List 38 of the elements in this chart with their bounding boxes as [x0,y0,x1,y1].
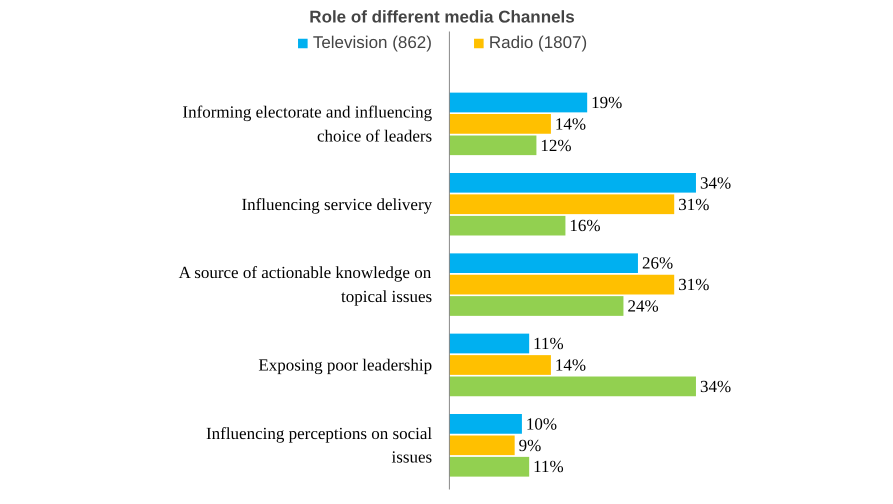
data-label: 24% [627,296,659,316]
data-label: 10% [526,414,558,434]
chart-title: Role of different media Channels [309,8,575,26]
bar [449,376,696,396]
bar [449,435,515,456]
y-tick-label: A source of actionable knowledge on topical issues [178,263,432,306]
data-label: 34% [700,376,732,396]
bar [449,172,696,193]
data-label: 9% [518,436,542,455]
data-label: 11% [533,457,564,476]
data-label: 12% [540,136,572,155]
legend-label: Radio (1807) [488,33,588,53]
data-label: 31% [678,275,710,294]
bar [449,253,638,274]
bar [449,92,588,112]
bar [449,114,551,134]
data-label: 19% [591,92,622,112]
data-label: 14% [554,355,586,374]
bar [449,216,566,236]
bar [449,355,551,375]
bar [449,194,674,214]
y-tick-label: Informing electorate and influencing choice of leaders [182,102,433,146]
bar [449,135,536,156]
y-tick-label: Influencing service delivery [241,194,433,214]
legend-label: Television (862) [312,33,432,53]
bar [449,456,530,477]
bar [449,274,674,294]
y-tick-label: Influencing perceptions on social issues [206,424,432,467]
y-tick-label: Exposing poor leadership [258,355,432,374]
data-label: 14% [554,114,586,134]
data-label: 31% [678,194,710,214]
bar [449,334,530,354]
bar [449,414,522,434]
bar [449,296,624,316]
data-label: 34% [700,173,732,192]
data-label: 11% [533,334,564,354]
data-label: 16% [569,216,601,236]
data-label: 26% [642,254,674,273]
